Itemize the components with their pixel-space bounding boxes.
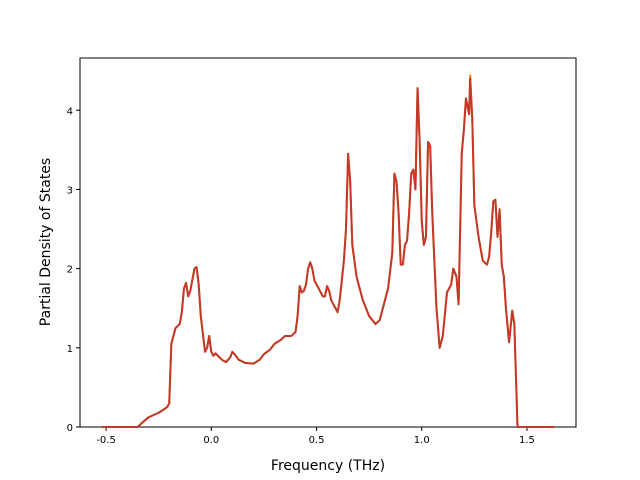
- x-tick-label: 1.0: [414, 435, 430, 446]
- x-tick-label: 0.0: [203, 435, 219, 446]
- y-tick-label: 3: [67, 185, 73, 196]
- y-tick-label: 1: [67, 344, 73, 355]
- x-axis-label: Frequency (THz): [271, 458, 385, 474]
- y-axis-label: Partial Density of States: [38, 158, 54, 326]
- y-tick-label: 4: [67, 106, 73, 117]
- x-tick-label: -0.5: [96, 435, 116, 446]
- plot-frame: [79, 57, 577, 428]
- x-tick-label: 0.5: [309, 435, 325, 446]
- y-tick-label: 2: [67, 265, 73, 276]
- y-tick-label: 0: [67, 423, 73, 434]
- x-tick-label: 1.5: [519, 435, 535, 446]
- data-line: [101, 77, 555, 428]
